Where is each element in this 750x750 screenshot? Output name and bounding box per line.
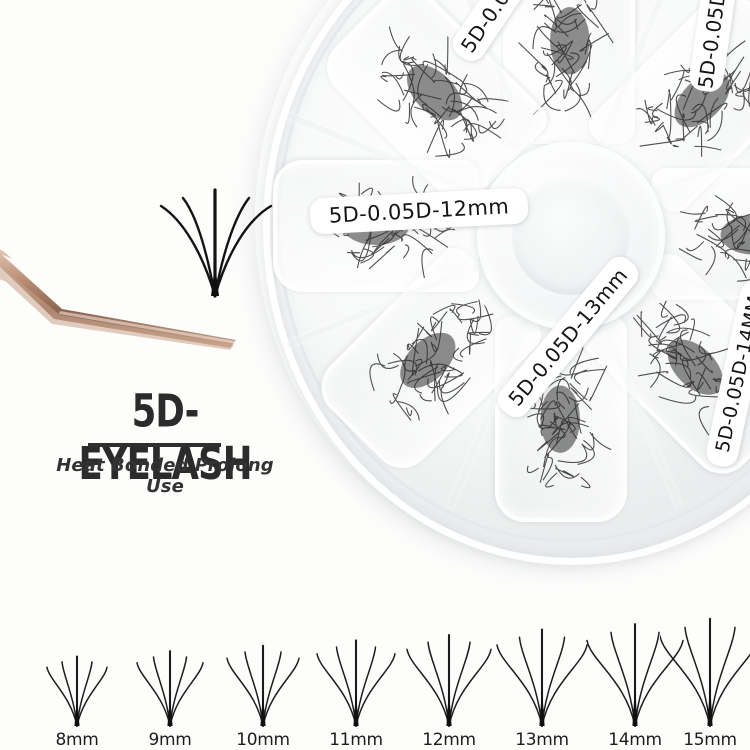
lash-fan-svg (120, 644, 220, 730)
lash-fan-sample: 13mm (492, 620, 592, 750)
lash-fan-svg (660, 608, 750, 730)
size-comparison-row: 8mm 9mm 10mm 11mm 12mm 13mm 14mm 15mm (0, 585, 750, 750)
fan-size-label: 11mm (306, 730, 406, 750)
lash-fan-sample: 15mm (660, 608, 750, 750)
fan-size-label: 13mm (492, 730, 592, 750)
lash-fan-sample: 11mm (306, 632, 406, 750)
fan-size-label: 9mm (120, 730, 220, 750)
lash-fan-sample: 10mm (213, 638, 313, 750)
fan-size-label: 10mm (213, 730, 313, 750)
tray-center-hub (477, 142, 665, 330)
lash-fan-sample: 8mm (27, 650, 127, 750)
fan-size-label: 8mm (27, 730, 127, 750)
lash-fan-svg (213, 638, 313, 730)
fan-size-label: 15mm (660, 730, 750, 750)
fan-size-label: 12mm (399, 730, 499, 750)
hero-lash-fan (125, 168, 305, 298)
title-divider-rule (88, 443, 221, 447)
lash-fan-svg (27, 650, 127, 730)
lash-fan-svg (492, 620, 592, 730)
lash-fan-svg (306, 632, 406, 730)
lash-fan-svg (399, 626, 499, 730)
page-subtitle: Heat Bonded Prolong Use (35, 455, 295, 497)
lash-tray-photo (255, 0, 750, 580)
product-image-canvas: 5D-0.05D-10mm5D-0.05D-11mm5D-0.05D-12mm5… (0, 0, 750, 750)
lash-fan-sample: 9mm (120, 644, 220, 750)
lash-fan-sample: 12mm (399, 626, 499, 750)
